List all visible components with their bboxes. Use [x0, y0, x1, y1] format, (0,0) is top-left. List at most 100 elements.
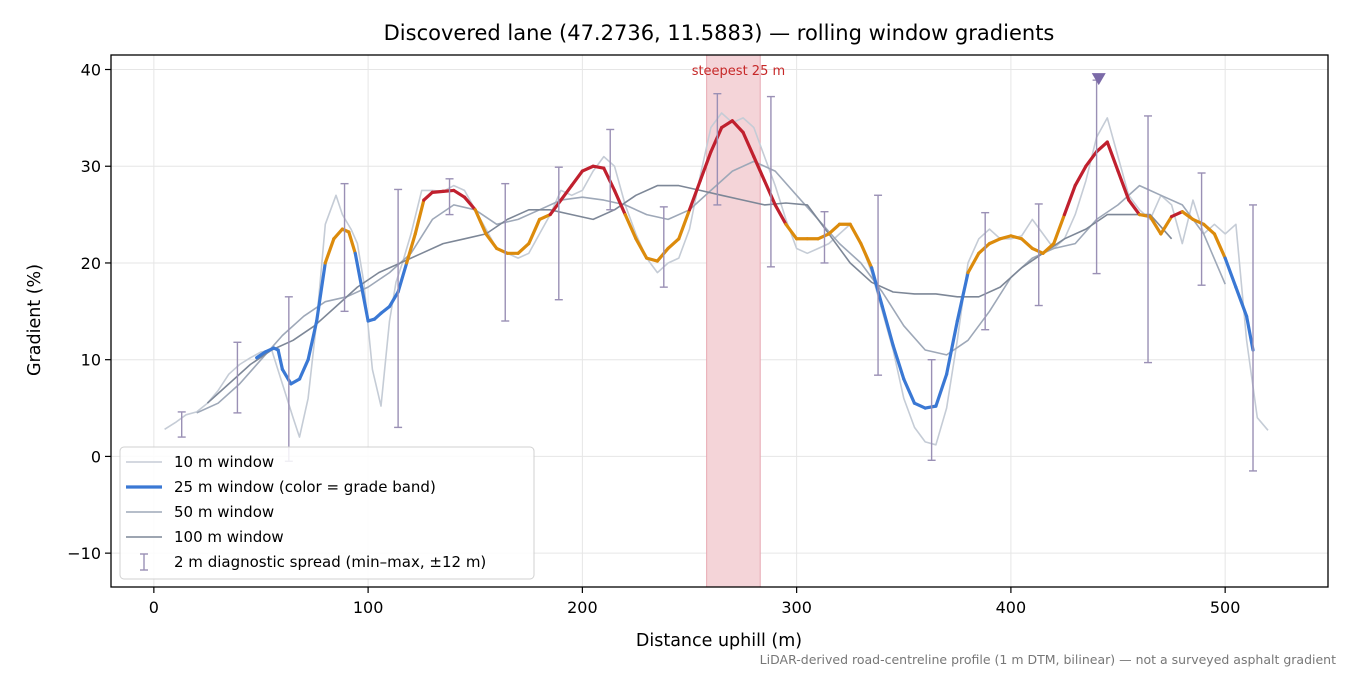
series-25m-segment: [379, 304, 392, 315]
series-25m-segment: [462, 195, 477, 212]
series-25m-segment: [405, 232, 417, 265]
chart-title: Discovered lane (47.2736, 11.5883) — rol…: [384, 21, 1055, 45]
series-25m-segment: [1169, 210, 1184, 219]
series-50m-line: [196, 160, 1226, 414]
series-25m-segment: [591, 164, 606, 170]
legend-label: 25 m window (color = grade band): [174, 478, 436, 496]
legend-label: 10 m window: [174, 453, 274, 471]
series-25m-segment: [1009, 234, 1024, 241]
series-100m-line: [206, 184, 1173, 404]
series-25m-segment: [413, 198, 426, 236]
series-25m-segment: [891, 343, 906, 381]
axes: 0 100 200 300 400 500 −10 0 10 20 30 40: [67, 54, 1329, 617]
series-25m-segment: [730, 119, 745, 134]
series-25m-segment: [570, 169, 584, 188]
series-25m-segment: [934, 372, 949, 408]
series-25m-segment: [430, 189, 445, 194]
series-25m-segment: [945, 319, 959, 376]
series-25m-segment: [870, 266, 884, 309]
series-25m-segment: [516, 242, 531, 255]
legend: 10 m window 25 m window (color = grade ba…: [119, 446, 535, 580]
series-25m-segment: [741, 130, 756, 159]
series-25m-segment: [1041, 242, 1056, 255]
y-tick-label: 10: [81, 351, 101, 370]
series-25m-segment: [1105, 140, 1120, 173]
series-25m-segment: [1223, 256, 1238, 289]
series-25m-segment: [687, 179, 702, 212]
footnote: LiDAR-derived road-centreline profile (1…: [760, 652, 1336, 667]
x-axis-label: Distance uphill (m): [636, 631, 802, 651]
series-25m-segment: [709, 125, 724, 154]
series-25m-segment: [1244, 314, 1255, 352]
series-25m-segment: [645, 256, 659, 263]
series-25m-segment: [612, 188, 627, 217]
series-25m-segment: [580, 164, 595, 173]
series-25m-segment: [666, 237, 681, 251]
series-25m-segment: [623, 213, 638, 241]
series-25m-segment: [323, 237, 336, 265]
series-25m-segment: [297, 358, 310, 381]
series-25m-segment: [1159, 214, 1174, 236]
series-25m-segment: [1084, 150, 1099, 168]
y-tick-label: 30: [81, 157, 101, 176]
legend-label: 2 m diagnostic spread (min–max, ±12 m): [174, 553, 486, 571]
highlight-band: [706, 54, 761, 588]
series-25m-segment: [784, 222, 799, 241]
series-25m-segment: [255, 350, 267, 360]
series-25m-segment: [634, 237, 649, 260]
peak-marker: [1091, 73, 1106, 86]
peak-marker-triangle: [1091, 73, 1106, 86]
series-25m-segment: [677, 208, 692, 241]
x-tick-label: 100: [353, 598, 384, 617]
series-25m-segment: [396, 261, 409, 294]
series-25m-segment: [987, 237, 1002, 246]
series-25m-segment: [1148, 214, 1163, 236]
series-25m-segment: [527, 217, 542, 246]
series-25m-segment: [1073, 164, 1088, 188]
series-25m-segment: [720, 119, 734, 130]
legend-label: 50 m window: [174, 503, 274, 521]
series-25m-segment: [315, 261, 327, 323]
series-25m-segment: [773, 203, 788, 226]
series-25m-segment: [1116, 169, 1131, 202]
x-tick-label: 300: [781, 598, 812, 617]
series-25m-segment: [1202, 222, 1217, 236]
series-25m-segment: [816, 232, 831, 241]
series-25m-segment: [422, 190, 434, 202]
series-25m-segment: [280, 367, 293, 386]
series-25m-segment: [387, 290, 400, 309]
series-25m-segment: [441, 188, 456, 193]
series-25m-segment: [332, 227, 345, 241]
series-25m-segment: [276, 348, 285, 371]
series-25m-segment: [559, 183, 574, 202]
x-tick-label: 200: [567, 598, 598, 617]
series-25m-segment: [698, 150, 713, 183]
series-25m-segment: [902, 377, 917, 405]
y-tick-label: −10: [67, 544, 101, 563]
axes-frame: [110, 54, 1329, 588]
series-25m-segment: [289, 377, 302, 386]
series-25m-segment: [1180, 210, 1195, 222]
series-25m-segment: [848, 222, 863, 246]
series-25m-segment: [484, 232, 499, 251]
series-25m-segment: [912, 401, 927, 410]
series-25m-segment: [966, 251, 981, 275]
series-lines: [164, 112, 1269, 446]
series-25m-segment: [1020, 237, 1034, 251]
series-25m-segment: [1062, 183, 1077, 217]
series-25m-segment: [1127, 198, 1142, 217]
series-25m-segment: [1234, 285, 1249, 318]
y-tick-label: 40: [81, 61, 101, 80]
series-25m-segment: [762, 179, 777, 207]
series-25m-segment: [655, 246, 670, 263]
series-25m-segment: [977, 242, 992, 255]
x-tick-label: 500: [1210, 598, 1241, 617]
x-tick-label: 400: [996, 598, 1027, 617]
series-25m-segment: [752, 154, 767, 183]
x-tick-label: 0: [149, 598, 159, 617]
series-25m-segment: [955, 271, 970, 323]
series-25m-segment: [473, 208, 488, 236]
series-25m-segment: [306, 319, 319, 362]
series-25m-segment: [1094, 140, 1109, 154]
